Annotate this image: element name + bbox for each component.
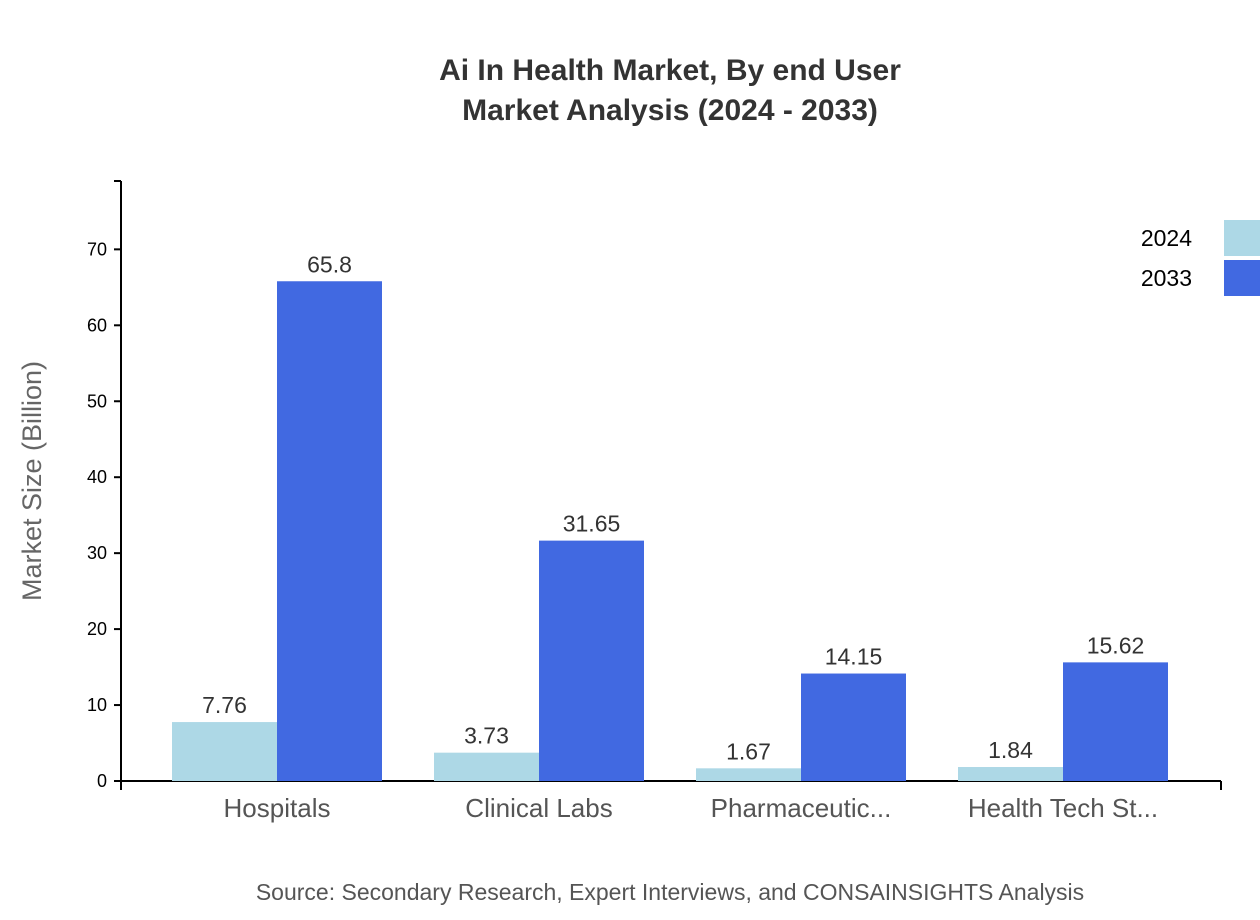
data-label: 31.65 [563, 511, 621, 537]
chart-subtitle: Market Analysis (2024 - 2033) [462, 94, 878, 127]
data-label: 7.76 [202, 692, 247, 718]
bar-2024 [434, 752, 539, 781]
y-tick-label: 40 [87, 467, 107, 487]
source-note: Source: Secondary Research, Expert Inter… [256, 879, 1084, 905]
bar-2024 [958, 767, 1063, 781]
y-tick-label: 20 [87, 619, 107, 639]
y-tick-label: 10 [87, 695, 107, 715]
data-label: 14.15 [825, 644, 883, 670]
y-tick-label: 60 [87, 315, 107, 335]
y-tick-label: 30 [87, 543, 107, 563]
x-tick-label: Clinical Labs [465, 793, 612, 823]
legend-swatch [1224, 220, 1260, 256]
bar-2033 [1063, 662, 1168, 781]
y-tick-label: 0 [97, 771, 107, 791]
chart-title: Ai In Health Market, By end User [439, 54, 901, 87]
bar-2033 [277, 281, 382, 781]
data-label: 3.73 [464, 723, 509, 749]
legend-label: 2033 [1141, 265, 1192, 291]
data-label: 15.62 [1087, 632, 1145, 658]
bar-2033 [539, 540, 644, 781]
x-tick-label: Hospitals [224, 793, 331, 823]
y-tick-label: 70 [87, 239, 107, 259]
bar-2024 [696, 768, 801, 781]
x-tick-label: Health Tech St... [968, 793, 1158, 823]
bar-2024 [172, 722, 277, 781]
y-tick-label: 50 [87, 391, 107, 411]
legend-swatch [1224, 260, 1260, 296]
data-label: 65.8 [307, 251, 352, 277]
data-label: 1.84 [988, 737, 1033, 763]
legend-label: 2024 [1141, 225, 1192, 251]
x-tick-label: Pharmaceutic... [711, 793, 892, 823]
data-label: 1.67 [726, 738, 771, 764]
y-axis-label: Market Size (Billion) [17, 361, 47, 601]
bar-2033 [801, 673, 906, 781]
